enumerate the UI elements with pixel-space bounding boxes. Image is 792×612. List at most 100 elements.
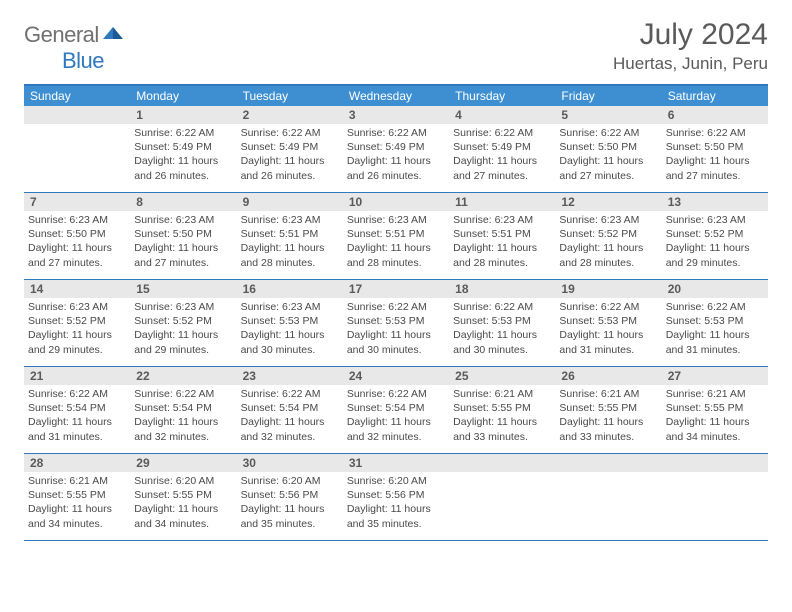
sunrise-line: Sunrise: 6:23 AM <box>347 213 445 227</box>
day-number: 31 <box>343 454 449 472</box>
sunrise-line: Sunrise: 6:23 AM <box>134 300 232 314</box>
day-info: Sunrise: 6:22 AMSunset: 5:53 PMDaylight:… <box>449 300 555 357</box>
day-info: Sunrise: 6:23 AMSunset: 5:52 PMDaylight:… <box>24 300 130 357</box>
day-cell: 9Sunrise: 6:23 AMSunset: 5:51 PMDaylight… <box>237 193 343 279</box>
day-info: Sunrise: 6:22 AMSunset: 5:54 PMDaylight:… <box>237 387 343 444</box>
sunrise-line: Sunrise: 6:23 AM <box>241 213 339 227</box>
day-number: 21 <box>24 367 130 385</box>
sunset-line: Sunset: 5:54 PM <box>28 401 126 415</box>
day-cell: 17Sunrise: 6:22 AMSunset: 5:53 PMDayligh… <box>343 280 449 366</box>
sunrise-line: Sunrise: 6:23 AM <box>28 213 126 227</box>
sunrise-line: Sunrise: 6:22 AM <box>453 300 551 314</box>
sunset-line: Sunset: 5:49 PM <box>241 140 339 154</box>
day-cell: 21Sunrise: 6:22 AMSunset: 5:54 PMDayligh… <box>24 367 130 453</box>
day-info: Sunrise: 6:23 AMSunset: 5:52 PMDaylight:… <box>662 213 768 270</box>
daylight-line: Daylight: 11 hours and 28 minutes. <box>347 241 445 269</box>
day-info: Sunrise: 6:23 AMSunset: 5:53 PMDaylight:… <box>237 300 343 357</box>
day-number: 1 <box>130 106 236 124</box>
daylight-line: Daylight: 11 hours and 35 minutes. <box>241 502 339 530</box>
sunset-line: Sunset: 5:53 PM <box>241 314 339 328</box>
daylight-line: Daylight: 11 hours and 32 minutes. <box>347 415 445 443</box>
daylight-line: Daylight: 11 hours and 26 minutes. <box>347 154 445 182</box>
sunset-line: Sunset: 5:51 PM <box>241 227 339 241</box>
sunrise-line: Sunrise: 6:23 AM <box>28 300 126 314</box>
sunset-line: Sunset: 5:52 PM <box>28 314 126 328</box>
sunset-line: Sunset: 5:54 PM <box>347 401 445 415</box>
sunset-line: Sunset: 5:52 PM <box>134 314 232 328</box>
day-cell: 24Sunrise: 6:22 AMSunset: 5:54 PMDayligh… <box>343 367 449 453</box>
location: Huertas, Junin, Peru <box>613 54 768 74</box>
day-cell: 6Sunrise: 6:22 AMSunset: 5:50 PMDaylight… <box>662 106 768 192</box>
sunset-line: Sunset: 5:53 PM <box>559 314 657 328</box>
day-info: Sunrise: 6:22 AMSunset: 5:49 PMDaylight:… <box>449 126 555 183</box>
day-info: Sunrise: 6:23 AMSunset: 5:51 PMDaylight:… <box>237 213 343 270</box>
day-number <box>24 106 130 124</box>
day-info: Sunrise: 6:22 AMSunset: 5:54 PMDaylight:… <box>343 387 449 444</box>
day-cell: 30Sunrise: 6:20 AMSunset: 5:56 PMDayligh… <box>237 454 343 540</box>
day-cell: 25Sunrise: 6:21 AMSunset: 5:55 PMDayligh… <box>449 367 555 453</box>
weekday-header: Saturday <box>662 86 768 106</box>
day-info: Sunrise: 6:22 AMSunset: 5:49 PMDaylight:… <box>237 126 343 183</box>
sunrise-line: Sunrise: 6:23 AM <box>134 213 232 227</box>
sunrise-line: Sunrise: 6:20 AM <box>347 474 445 488</box>
daylight-line: Daylight: 11 hours and 34 minutes. <box>28 502 126 530</box>
daylight-line: Daylight: 11 hours and 29 minutes. <box>666 241 764 269</box>
daylight-line: Daylight: 11 hours and 28 minutes. <box>559 241 657 269</box>
day-number: 27 <box>662 367 768 385</box>
day-number: 10 <box>343 193 449 211</box>
day-number: 20 <box>662 280 768 298</box>
sunrise-line: Sunrise: 6:22 AM <box>559 126 657 140</box>
day-cell: 4 Sunrise: 6:22 AMSunset: 5:49 PMDaylight… <box>449 106 555 192</box>
header: General July 2024 Huertas, Junin, Peru <box>24 18 768 74</box>
daylight-line: Daylight: 11 hours and 28 minutes. <box>241 241 339 269</box>
day-number: 2 <box>237 106 343 124</box>
sunset-line: Sunset: 5:55 PM <box>666 401 764 415</box>
day-cell: 28 Sunrise: 6:21 AMSunset: 5:55 PMDayligh… <box>24 454 130 540</box>
weekday-header: Wednesday <box>343 86 449 106</box>
day-cell: 14Sunrise: 6:23 AMSunset: 5:52 PMDayligh… <box>24 280 130 366</box>
day-info: Sunrise: 6:21 AMSunset: 5:55 PMDaylight:… <box>24 474 130 531</box>
sunrise-line: Sunrise: 6:20 AM <box>134 474 232 488</box>
day-number: 26 <box>555 367 661 385</box>
sunset-line: Sunset: 5:51 PM <box>453 227 551 241</box>
day-info: Sunrise: 6:23 AMSunset: 5:52 PMDaylight:… <box>130 300 236 357</box>
day-cell: 10 Sunrise: 6:23 AMSunset: 5:51 PMDayligh… <box>343 193 449 279</box>
week-row: 28 Sunrise: 6:21 AMSunset: 5:55 PMDayligh… <box>24 454 768 541</box>
day-number: 15 <box>130 280 236 298</box>
daylight-line: Daylight: 11 hours and 32 minutes. <box>134 415 232 443</box>
sunset-line: Sunset: 5:55 PM <box>134 488 232 502</box>
day-cell <box>24 106 130 192</box>
sunset-line: Sunset: 5:55 PM <box>559 401 657 415</box>
day-cell: 2 Sunrise: 6:22 AMSunset: 5:49 PMDaylight… <box>237 106 343 192</box>
logo-triangle-icon <box>103 25 125 46</box>
daylight-line: Daylight: 11 hours and 28 minutes. <box>453 241 551 269</box>
day-info: Sunrise: 6:22 AMSunset: 5:53 PMDaylight:… <box>662 300 768 357</box>
day-number <box>662 454 768 472</box>
day-info: Sunrise: 6:21 AMSunset: 5:55 PMDaylight:… <box>662 387 768 444</box>
sunrise-line: Sunrise: 6:22 AM <box>241 387 339 401</box>
day-cell: 29Sunrise: 6:20 AMSunset: 5:55 PMDayligh… <box>130 454 236 540</box>
day-cell: 15 Sunrise: 6:23 AMSunset: 5:52 PMDayligh… <box>130 280 236 366</box>
sunrise-line: Sunrise: 6:21 AM <box>453 387 551 401</box>
sunrise-line: Sunrise: 6:22 AM <box>28 387 126 401</box>
sunset-line: Sunset: 5:50 PM <box>666 140 764 154</box>
daylight-line: Daylight: 11 hours and 34 minutes. <box>134 502 232 530</box>
logo: General <box>24 22 127 48</box>
day-info: Sunrise: 6:21 AMSunset: 5:55 PMDaylight:… <box>555 387 661 444</box>
day-info: Sunrise: 6:20 AMSunset: 5:55 PMDaylight:… <box>130 474 236 531</box>
day-cell: 7Sunrise: 6:23 AMSunset: 5:50 PMDaylight… <box>24 193 130 279</box>
weekday-header: Sunday <box>24 86 130 106</box>
sunset-line: Sunset: 5:53 PM <box>666 314 764 328</box>
day-cell: 13Sunrise: 6:23 AMSunset: 5:52 PMDayligh… <box>662 193 768 279</box>
sunset-line: Sunset: 5:55 PM <box>453 401 551 415</box>
daylight-line: Daylight: 11 hours and 29 minutes. <box>134 328 232 356</box>
day-info: Sunrise: 6:23 AMSunset: 5:51 PMDaylight:… <box>343 213 449 270</box>
day-number: 19 <box>555 280 661 298</box>
day-number: 4 <box>449 106 555 124</box>
day-cell: 12Sunrise: 6:23 AMSunset: 5:52 PMDayligh… <box>555 193 661 279</box>
day-info: Sunrise: 6:23 AMSunset: 5:52 PMDaylight:… <box>555 213 661 270</box>
sunset-line: Sunset: 5:54 PM <box>241 401 339 415</box>
sunrise-line: Sunrise: 6:23 AM <box>453 213 551 227</box>
daylight-line: Daylight: 11 hours and 27 minutes. <box>559 154 657 182</box>
day-number: 28 <box>24 454 130 472</box>
